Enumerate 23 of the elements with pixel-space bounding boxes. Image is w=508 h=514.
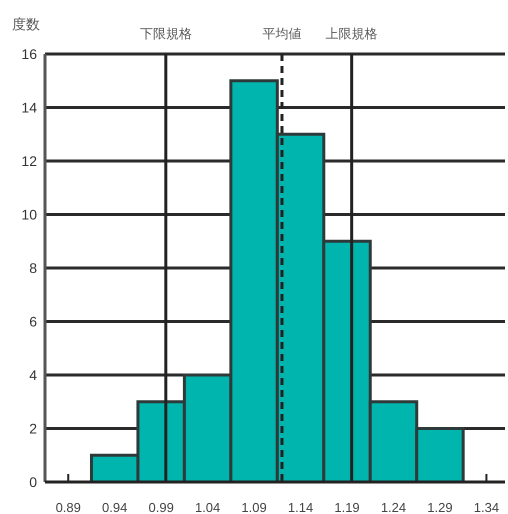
x-tick-label: 0.99	[148, 500, 174, 514]
ref-line-label: 上限規格	[326, 26, 378, 41]
x-tick-label: 0.89	[56, 500, 81, 514]
y-tick-label: 4	[29, 367, 38, 383]
y-tick-label: 8	[29, 260, 38, 276]
y-tick-label: 2	[29, 420, 38, 436]
y-tick-label: 14	[21, 100, 38, 116]
y-tick-label: 16	[21, 46, 38, 62]
x-tick-label: 0.94	[102, 500, 128, 514]
x-tick-label: 1.14	[288, 500, 314, 514]
x-tick-label: 1.24	[380, 500, 406, 514]
ref-line-label: 平均値	[262, 26, 302, 41]
x-tick-label: 1.34	[474, 500, 500, 514]
y-tick-label: 0	[29, 474, 38, 490]
ref-line-label: 下限規格	[140, 26, 192, 41]
x-tick-label: 1.29	[427, 500, 453, 514]
x-tick-label: 1.19	[334, 500, 360, 514]
y-tick-label: 6	[29, 314, 38, 330]
y-tick-label: 12	[21, 153, 38, 169]
y-tick-label: 10	[21, 206, 38, 222]
x-tick-label: 1.04	[194, 500, 220, 514]
x-tick-label: 1.09	[241, 500, 267, 514]
y-axis-title: 度数	[12, 16, 40, 32]
